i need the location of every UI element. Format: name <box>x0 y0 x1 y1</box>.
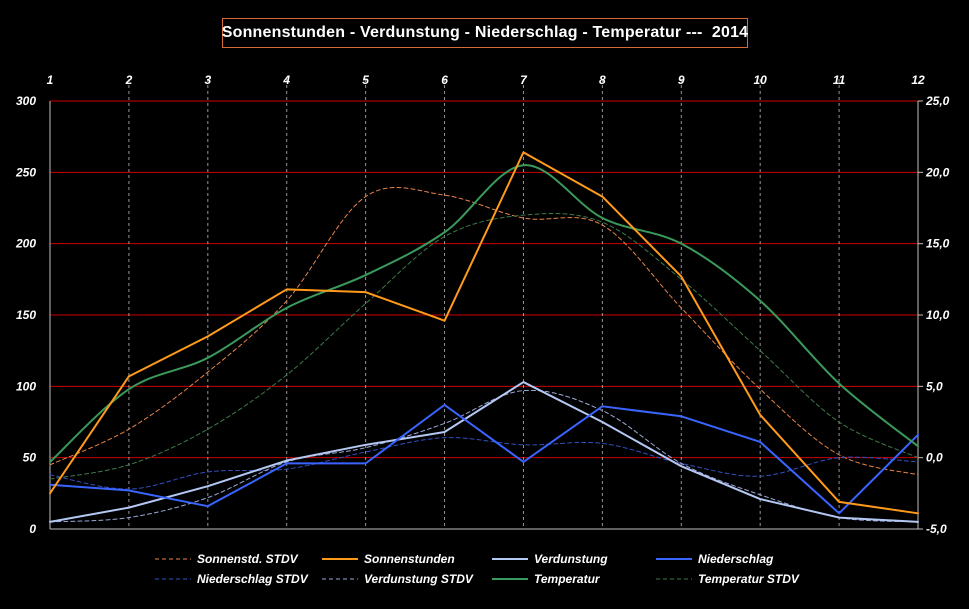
grid-layer <box>50 79 918 529</box>
y-right-tick-label: -5,0 <box>926 522 947 536</box>
series-line-niederschlag <box>49 403 919 515</box>
series-line-niederschlag-stdv <box>49 437 919 490</box>
y-left-tick-label: 0 <box>29 522 36 536</box>
legend-label-niederschlag-stdv: Niederschlag STDV <box>197 572 309 586</box>
x-tick-label: 12 <box>911 73 925 87</box>
series-line-sonnenstunden <box>49 151 919 515</box>
x-tick-label: 4 <box>282 73 290 87</box>
legend-label-verdunstung: Verdunstung <box>534 552 608 566</box>
y-left-tick-label: 100 <box>16 379 36 393</box>
chart-title-box: Sonnenstunden - Verdunstung - Niederschl… <box>222 18 748 48</box>
y-left-tick-label: 150 <box>16 308 36 322</box>
y-right-tick-label: 5,0 <box>926 379 943 393</box>
x-tick-label: 1 <box>47 73 54 87</box>
y-left-tick-label: 50 <box>23 451 37 465</box>
x-tick-label: 10 <box>754 73 768 87</box>
y-right-tick-label: 20,0 <box>925 165 950 179</box>
series-line-verdunstung-stdv <box>49 389 919 523</box>
legend-label-temperatur: Temperatur <box>534 572 601 586</box>
series-line-verdunstung <box>49 381 919 523</box>
legend-label-verdunstung-stdv: Verdunstung STDV <box>364 572 474 586</box>
legend-label-temperatur-stdv: Temperatur STDV <box>698 572 800 586</box>
legend-label-niederschlag: Niederschlag <box>698 552 774 566</box>
legend-label-sonnenstd-stdv: Sonnenstd. STDV <box>197 552 299 566</box>
x-tick-label: 5 <box>362 73 369 87</box>
x-tick-label: 11 <box>833 73 846 87</box>
y-right-tick-label: 15,0 <box>926 237 950 251</box>
axes-layer: 1 2 3 4 5 6 7 8 9 10 11 12050100150200250300-5,00,0… <box>15 73 950 536</box>
chart-title: Sonnenstunden - Verdunstung - Niederschl… <box>221 24 749 41</box>
series-layer <box>49 151 919 523</box>
y-left-tick-label: 250 <box>15 165 36 179</box>
y-left-tick-label: 200 <box>15 237 36 251</box>
x-tick-label: 6 <box>441 73 448 87</box>
y-right-tick-label: 25,0 <box>925 94 950 108</box>
y-right-tick-label: 10,0 <box>926 308 950 322</box>
legend-label-sonnenstunden: Sonnenstunden <box>364 552 455 566</box>
x-tick-label: 3 <box>204 73 211 87</box>
y-left-tick-label: 300 <box>16 94 36 108</box>
series-line-sonnenstd-stdv <box>49 186 919 476</box>
series-line-temperatur <box>49 164 919 463</box>
x-tick-label: 2 <box>125 73 133 87</box>
x-tick-label: 8 <box>599 73 606 87</box>
x-tick-label: 9 <box>678 73 685 87</box>
x-tick-label: 7 <box>520 73 528 87</box>
series-line-temperatur-stdv <box>49 213 919 480</box>
legend: Sonnenstd. STDV Sonnenstunden Verdunstung N… <box>155 552 800 586</box>
y-right-tick-label: 0,0 <box>926 451 943 465</box>
